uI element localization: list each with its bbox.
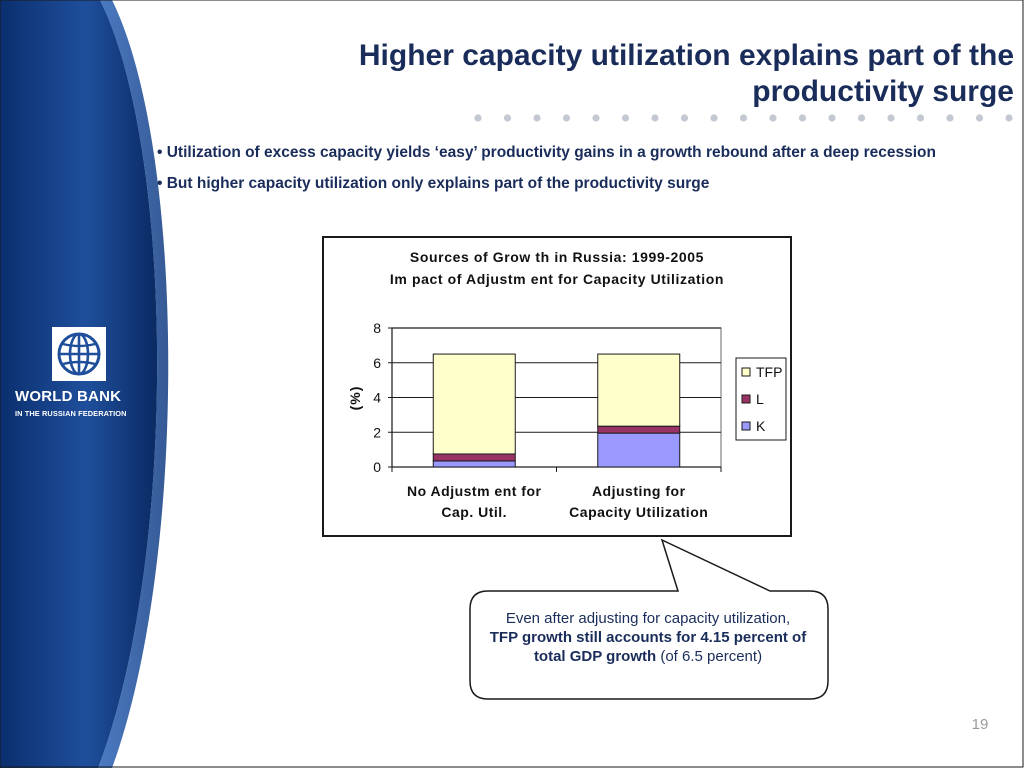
- y-tick-label: 6: [373, 355, 381, 371]
- logo-subtitle: IN THE RUSSIAN FEDERATION: [15, 409, 127, 418]
- legend-label: K: [756, 418, 766, 434]
- decorative-dot: [533, 114, 541, 122]
- callout-text: Even after adjusting for capacity utiliz…: [476, 609, 820, 666]
- slide-title-line-2: productivity surge: [752, 75, 1014, 108]
- callout-text-plain-end: (of 6.5 percent): [656, 648, 763, 665]
- decorative-dot: [503, 114, 512, 122]
- world-bank-logo: [52, 327, 106, 381]
- decorative-dot: [592, 114, 600, 122]
- callout-text-plain: Even after adjusting for capacity utiliz…: [505, 610, 791, 627]
- logo-name: WORLD BANK: [15, 388, 122, 405]
- bar-segment-tfp: [597, 353, 681, 427]
- decorative-dot: [474, 114, 482, 122]
- bar-segment-k: [597, 432, 681, 468]
- legend-swatch: [741, 367, 751, 377]
- decorative-dot: [562, 114, 571, 122]
- page-number: 19: [971, 716, 989, 733]
- x-category-label: Cap. Util.: [441, 504, 507, 520]
- y-axis-label: (%): [347, 386, 363, 411]
- slide-title: Higher capacity utilization explains par…: [254, 38, 1014, 110]
- decorative-dot: [621, 114, 630, 122]
- y-tick-label: 8: [373, 320, 381, 336]
- legend-label: L: [756, 391, 764, 407]
- decorative-dots: [474, 114, 1013, 122]
- x-category-label: Capacity Utilization: [569, 504, 708, 520]
- legend-swatch: [741, 421, 751, 431]
- chart-plot: 0 2 4 6 8 (%) No Adjustm ent for Cap. Util. Adju…: [347, 320, 787, 520]
- bullet-point: • But higher capacity utilization only e…: [157, 175, 710, 192]
- decorative-dot: [680, 114, 689, 122]
- decorative-dot: [798, 114, 807, 122]
- decorative-dot: [857, 114, 866, 122]
- decorative-dot: [651, 114, 659, 122]
- bullet-point: • Utilization of excess capacity yields …: [157, 144, 936, 161]
- bar-segment-l: [597, 425, 681, 434]
- decorative-dot: [828, 114, 836, 122]
- bar-segment-k: [432, 460, 516, 468]
- decorative-dot: [916, 114, 925, 122]
- chart-container: Sources of Grow th in Russia: 1999-2005 …: [322, 236, 792, 537]
- bar-segment-tfp: [432, 353, 516, 455]
- decorative-dot: [769, 114, 777, 122]
- globe-icon: [57, 332, 101, 376]
- x-category-label: No Adjustm ent for: [407, 483, 542, 499]
- decorative-dot: [710, 114, 718, 122]
- x-category-label: Adjusting for: [592, 483, 686, 499]
- legend-label: TFP: [756, 364, 782, 380]
- callout-text-bold: TFP growth still accounts for 4.15 perce…: [489, 629, 807, 665]
- legend-swatch: [741, 394, 751, 404]
- slide-title-line-1: Higher capacity utilization explains par…: [358, 39, 1014, 72]
- decorative-dot: [975, 114, 984, 122]
- decorative-dot: [887, 114, 895, 122]
- y-tick-label: 2: [373, 424, 381, 440]
- decorative-dot: [739, 114, 748, 122]
- decorative-dot: [1005, 114, 1013, 122]
- y-tick-label: 0: [373, 459, 381, 475]
- chart-title: Sources of Grow th in Russia: 1999-2005: [409, 249, 705, 265]
- y-tick-label: 4: [373, 390, 381, 406]
- decorative-dot: [946, 114, 954, 122]
- chart-subtitle: Im pact of Adjustm ent for Capacity Util…: [389, 271, 725, 287]
- bar-segment-l: [432, 453, 516, 462]
